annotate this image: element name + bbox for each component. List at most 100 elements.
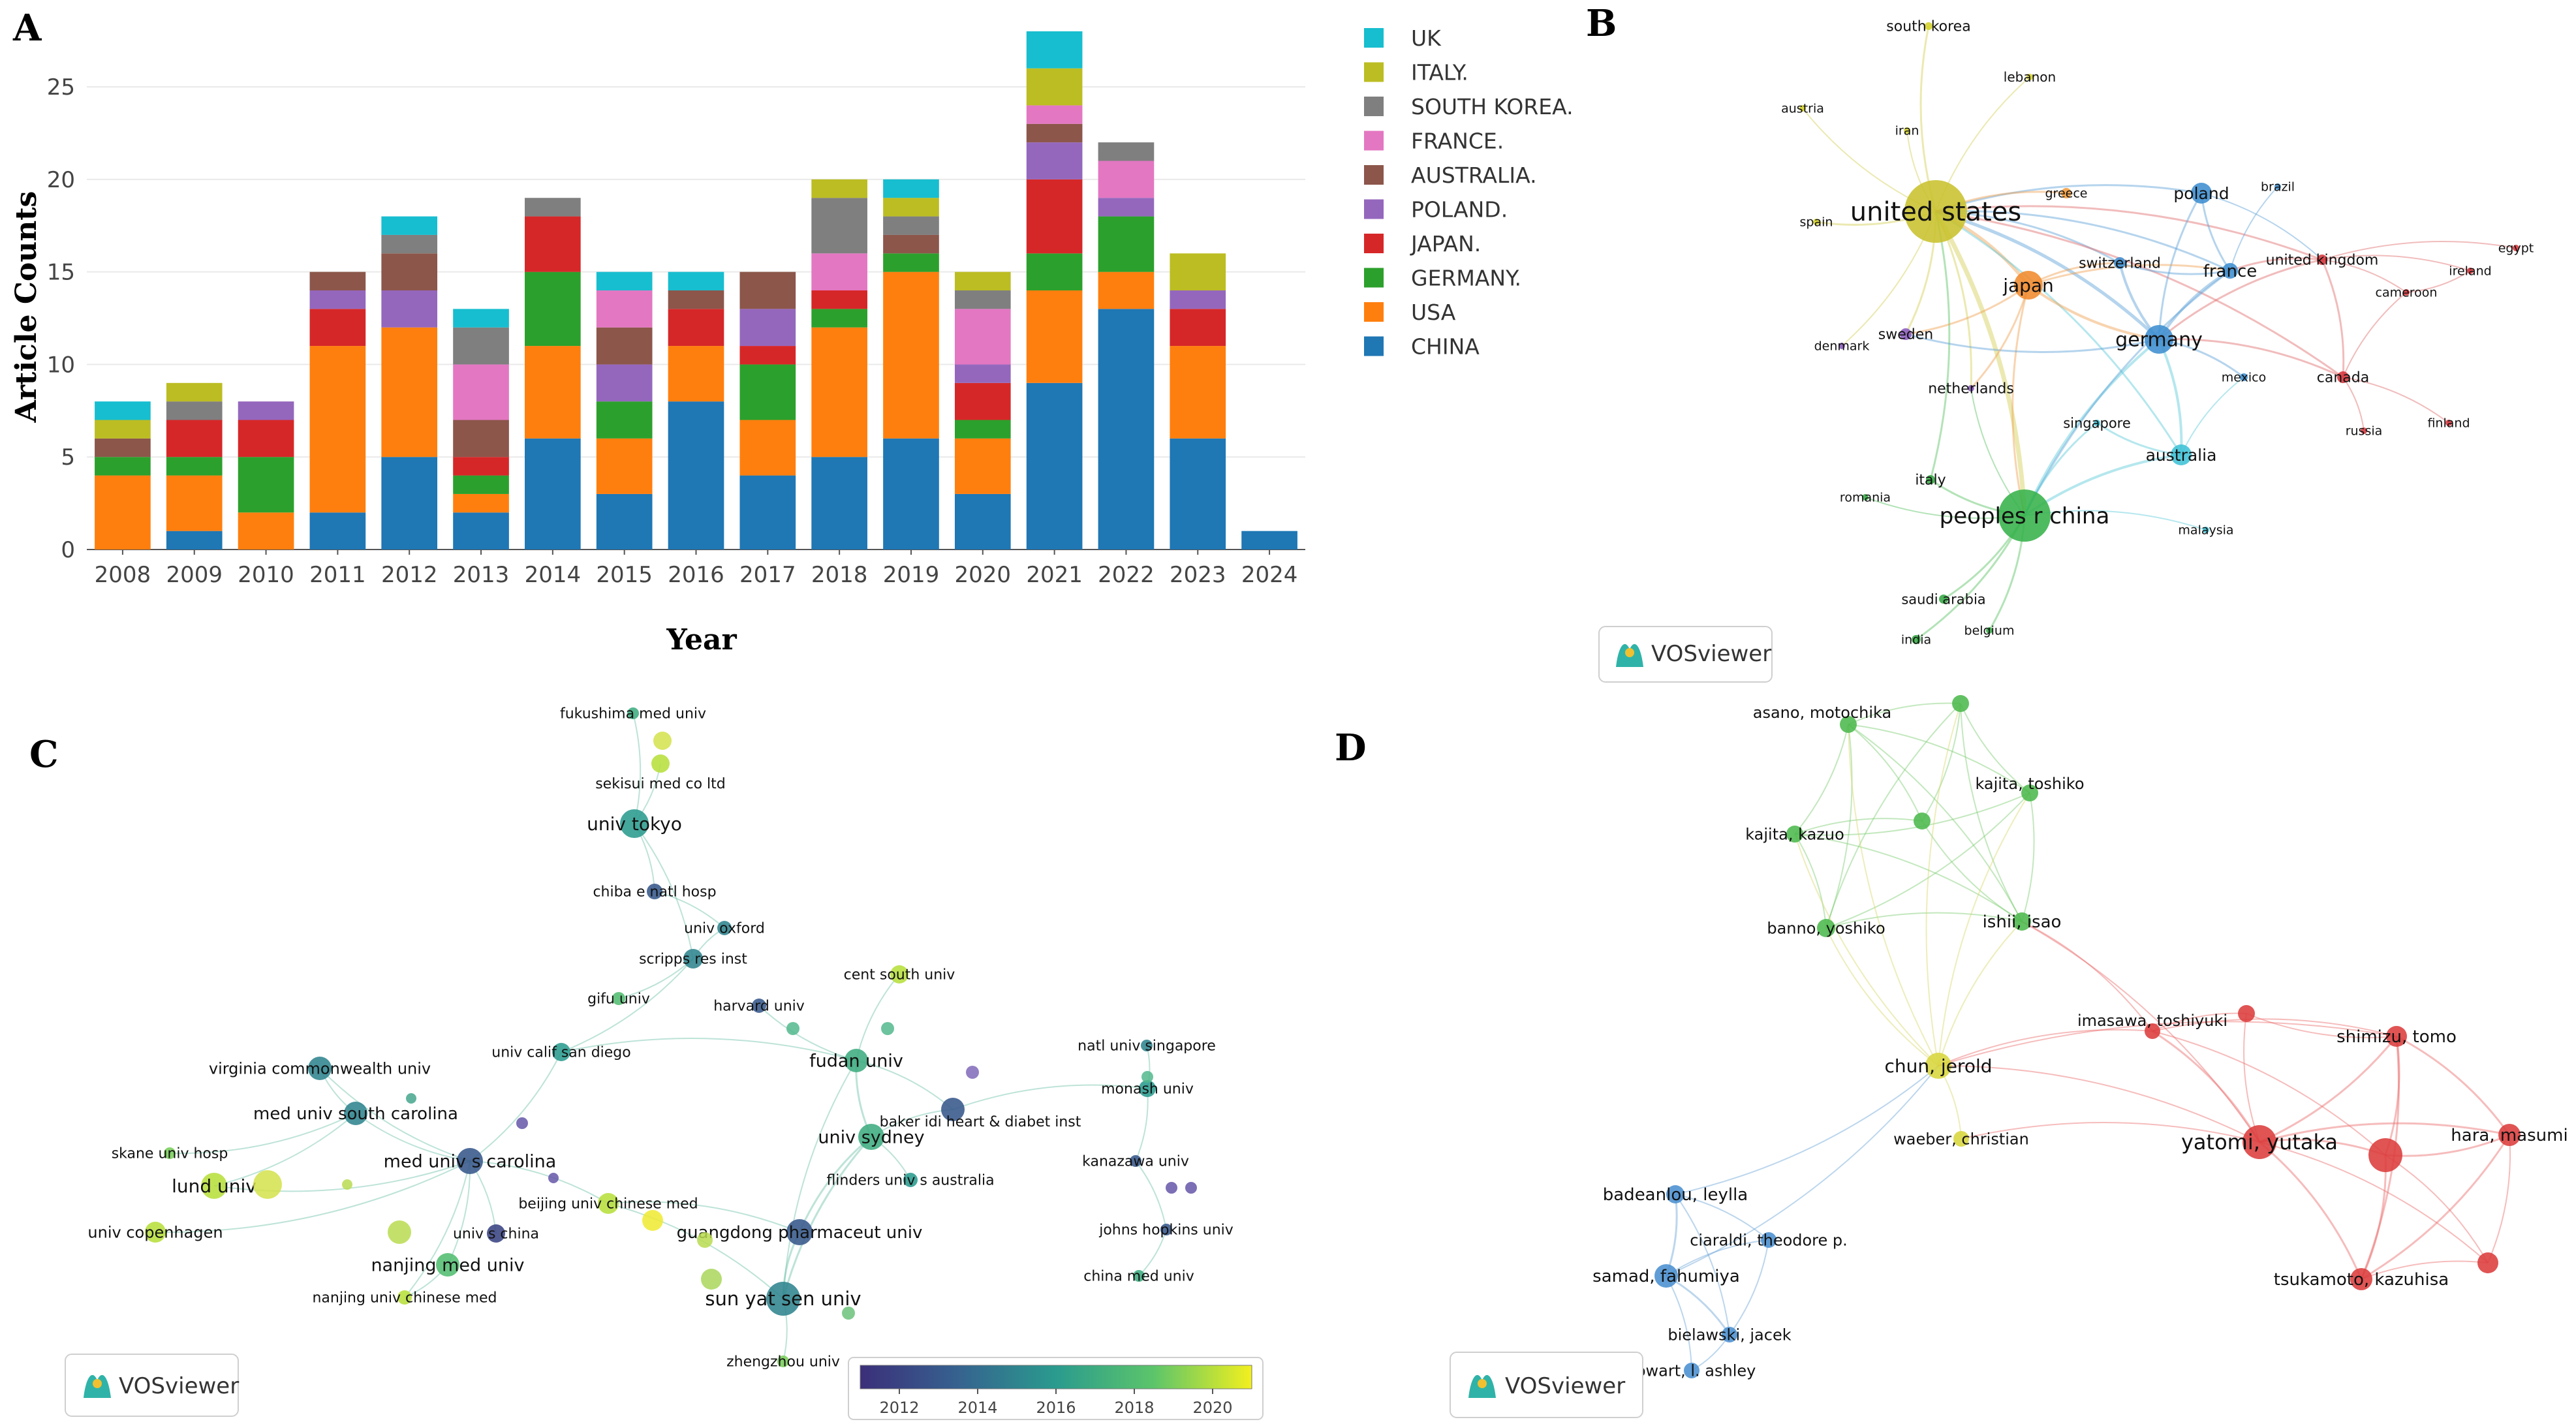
network-node[interactable] bbox=[881, 1022, 894, 1035]
node-switzerland[interactable] bbox=[2114, 257, 2126, 269]
node-univ-copenhagen[interactable] bbox=[145, 1222, 166, 1243]
node-baker-idi-heart-diabet-inst[interactable] bbox=[941, 1098, 965, 1121]
node-fukushima-med-univ[interactable] bbox=[627, 707, 639, 719]
network-node[interactable] bbox=[406, 1093, 416, 1104]
network-node[interactable] bbox=[1914, 813, 1931, 829]
node-france[interactable] bbox=[2222, 263, 2238, 279]
node-russia[interactable] bbox=[2361, 427, 2367, 434]
node-tsukamoto-kazuhisa[interactable] bbox=[2350, 1268, 2372, 1290]
node-poland[interactable] bbox=[2191, 183, 2212, 204]
node-chiba-e-natl-hosp[interactable] bbox=[647, 884, 662, 899]
node-united-states[interactable] bbox=[1904, 180, 1967, 243]
node-japan[interactable] bbox=[2014, 271, 2043, 300]
node-shimizu-tomo[interactable] bbox=[2386, 1026, 2407, 1047]
node-united-kingdom[interactable] bbox=[2317, 255, 2327, 265]
network-node[interactable] bbox=[2238, 1005, 2255, 1022]
network-node[interactable] bbox=[653, 732, 672, 750]
node-univ-tokyo[interactable] bbox=[620, 809, 649, 838]
network-node[interactable] bbox=[388, 1220, 411, 1244]
network-node[interactable] bbox=[1952, 695, 1969, 712]
network-node[interactable] bbox=[548, 1173, 559, 1183]
node-kajita-toshiko[interactable] bbox=[2021, 784, 2038, 801]
node-sweden[interactable] bbox=[1900, 328, 1912, 340]
network-node[interactable] bbox=[516, 1117, 528, 1129]
network-node[interactable] bbox=[342, 1179, 352, 1190]
node-imasawa-toshiyuki[interactable] bbox=[2145, 1023, 2160, 1039]
node-yatomi-yutaka[interactable] bbox=[2242, 1125, 2276, 1159]
node-spain[interactable] bbox=[1813, 219, 1820, 225]
network-node[interactable] bbox=[842, 1307, 855, 1320]
node-guangdong-pharmaceut-univ[interactable] bbox=[786, 1219, 813, 1245]
network-node[interactable] bbox=[2477, 1252, 2498, 1273]
node-lebanon[interactable] bbox=[2026, 74, 2033, 80]
network-node[interactable] bbox=[253, 1170, 282, 1199]
network-node[interactable] bbox=[1141, 1071, 1153, 1083]
node-ciaraldi-theodore-p[interactable] bbox=[1761, 1232, 1777, 1248]
node-netherlands[interactable] bbox=[1968, 385, 1974, 392]
network-node[interactable] bbox=[1166, 1182, 1177, 1194]
node-banno-yoshiko[interactable] bbox=[1817, 919, 1835, 937]
node-scripps-res-inst[interactable] bbox=[683, 949, 703, 969]
node-peoples-r-china[interactable] bbox=[1998, 489, 2051, 542]
node-south-korea[interactable] bbox=[1925, 22, 1932, 30]
network-node[interactable] bbox=[701, 1269, 722, 1290]
node-johns-hopkins-univ[interactable] bbox=[1160, 1224, 1172, 1235]
node-fudan-univ[interactable] bbox=[845, 1049, 868, 1072]
node-ireland[interactable] bbox=[2467, 268, 2474, 274]
node-sekisui-med-co-ltd[interactable] bbox=[651, 754, 670, 773]
node-saudi-arabia[interactable] bbox=[1939, 595, 1948, 604]
node-finland[interactable] bbox=[2445, 420, 2452, 426]
node-cameroon[interactable] bbox=[2403, 289, 2410, 296]
node-kajita-kazuo[interactable] bbox=[1786, 826, 1803, 843]
node-bielawski-jacek[interactable] bbox=[1722, 1327, 1737, 1342]
node-med-univ-s-carolina[interactable] bbox=[457, 1148, 483, 1174]
node-asano-motochika[interactable] bbox=[1840, 716, 1857, 733]
node-univ-calif-san-diego[interactable] bbox=[552, 1043, 570, 1061]
node-gifu-univ[interactable] bbox=[612, 992, 625, 1005]
node-germany[interactable] bbox=[2145, 325, 2173, 354]
node-romania[interactable] bbox=[1862, 494, 1869, 501]
node-monash-univ[interactable] bbox=[1139, 1080, 1156, 1097]
network-node[interactable] bbox=[697, 1232, 713, 1248]
node-italy[interactable] bbox=[1926, 475, 1935, 484]
node-virginia-commonwealth-univ[interactable] bbox=[308, 1057, 332, 1080]
node-india[interactable] bbox=[1912, 635, 1921, 644]
node-beijing-univ-chinese-med[interactable] bbox=[598, 1193, 619, 1214]
node-egypt[interactable] bbox=[2513, 245, 2519, 251]
node-natl-univ-singapore[interactable] bbox=[1141, 1040, 1153, 1051]
node-sun-yat-sen-univ[interactable] bbox=[766, 1282, 800, 1316]
node-brazil[interactable] bbox=[2274, 183, 2281, 190]
node-malaysia[interactable] bbox=[2203, 527, 2209, 533]
node-waeber-christian[interactable] bbox=[1953, 1131, 1969, 1147]
network-node[interactable] bbox=[786, 1022, 799, 1035]
node-nanjing-med-univ[interactable] bbox=[436, 1253, 459, 1277]
node-zhengzhou-univ[interactable] bbox=[777, 1356, 789, 1367]
network-node[interactable] bbox=[966, 1066, 979, 1079]
node-univ-s-china[interactable] bbox=[487, 1224, 505, 1243]
node-kanazawa-univ[interactable] bbox=[1130, 1155, 1141, 1167]
node-singapore[interactable] bbox=[2094, 420, 2100, 426]
node-harvard-univ[interactable] bbox=[752, 999, 766, 1013]
node-greece[interactable] bbox=[2061, 188, 2072, 198]
node-med-univ-south-carolina[interactable] bbox=[344, 1102, 367, 1125]
node-denmark[interactable] bbox=[1839, 343, 1845, 349]
node-samad-fahumiya[interactable] bbox=[1654, 1264, 1678, 1288]
node-cent-south-univ[interactable] bbox=[890, 965, 908, 984]
node-iran[interactable] bbox=[1904, 127, 1910, 134]
node-chun-jerold[interactable] bbox=[1925, 1053, 1951, 1079]
node-flinders-univ-s-australia[interactable] bbox=[903, 1173, 918, 1187]
node-lund-univ[interactable] bbox=[201, 1173, 227, 1199]
network-node[interactable] bbox=[2368, 1138, 2402, 1172]
node-ishii-isao[interactable] bbox=[2013, 912, 2031, 931]
network-node[interactable] bbox=[1185, 1182, 1197, 1194]
node-austria[interactable] bbox=[1799, 105, 1806, 112]
node-canada[interactable] bbox=[2337, 371, 2349, 383]
node-univ-sydney[interactable] bbox=[858, 1124, 884, 1150]
node-badeanlou-leylla[interactable] bbox=[1666, 1185, 1684, 1203]
node-nanjing-univ-chinese-med[interactable] bbox=[397, 1290, 412, 1305]
node-belgium[interactable] bbox=[1986, 627, 1993, 634]
node-mexico[interactable] bbox=[2240, 373, 2248, 381]
node-univ-oxford[interactable] bbox=[717, 921, 732, 935]
node-australia[interactable] bbox=[2171, 444, 2192, 465]
network-node[interactable] bbox=[642, 1210, 663, 1231]
